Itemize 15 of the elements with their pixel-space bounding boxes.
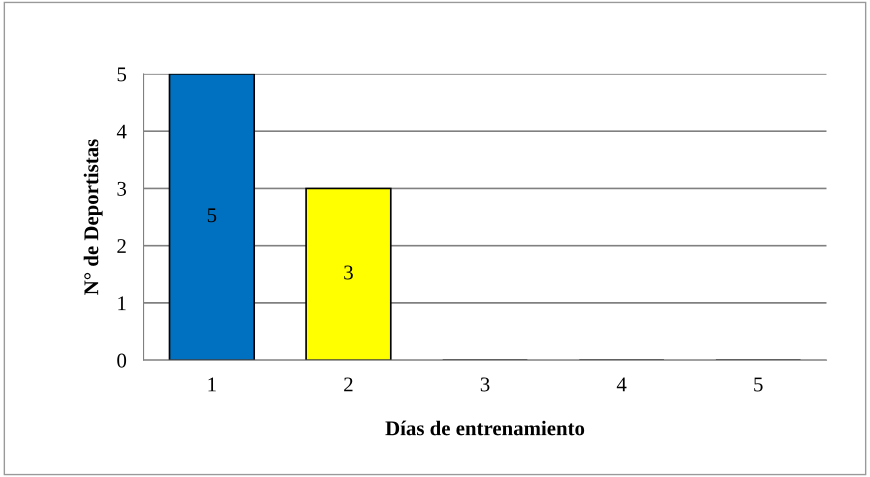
y-tick-label: 4 [116, 124, 127, 138]
x-tick-label: 3 [480, 377, 490, 392]
data-label: 5 [208, 208, 216, 222]
x-tick-label: 4 [616, 378, 626, 392]
y-axis-title: N° de Deportistas [84, 139, 103, 295]
x-tick-label: 2 [344, 377, 352, 392]
y-tick-label: 0 [117, 354, 126, 368]
y-tick-label: 3 [117, 182, 126, 196]
x-axis-title: Días de entrenamiento [385, 420, 584, 436]
y-tick-label: 5 [118, 68, 126, 82]
x-tick-label: 5 [754, 378, 763, 392]
data-label: 3 [344, 265, 353, 280]
y-tick-label: 2 [117, 239, 126, 253]
y-tick-label: 1 [118, 296, 126, 310]
x-tick-label: 1 [208, 378, 216, 392]
